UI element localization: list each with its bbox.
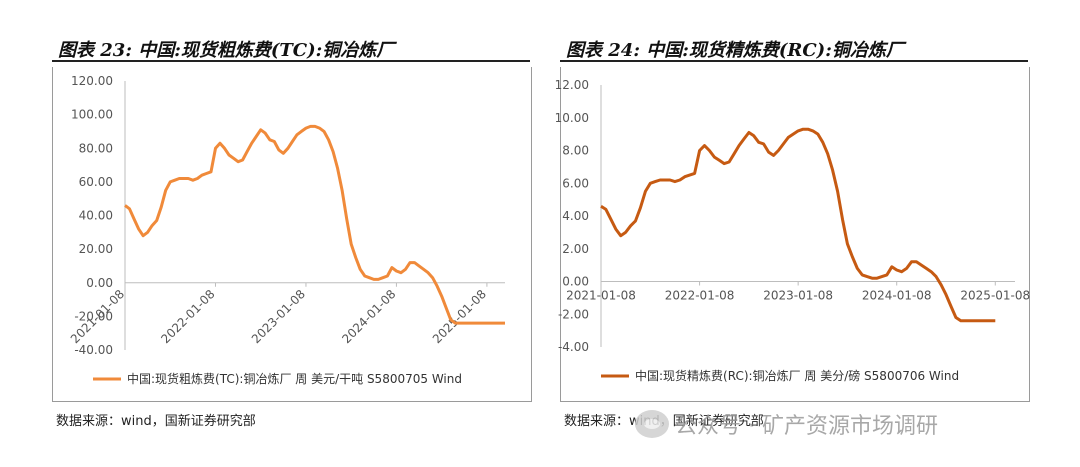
chart-box-rc: 12.00 10.00 8.00 6.00 4.00 2.00 0.00 -2.00 -4.00… [555,67,1031,402]
y-tick-label: 100.00 [71,108,113,122]
x-tick-label: 2023-01-08 [249,287,308,346]
y-tick-label: -2.00 [558,307,589,321]
y-tick-label: 20.00 [79,242,113,256]
series-line [124,124,505,325]
title-rule [52,60,530,62]
wechat-icon [635,410,669,438]
chart-svg-rc: 12.00 10.00 8.00 6.00 4.00 2.00 0.00 -2.00 -4.00… [555,78,1031,383]
y-tick-label: 80.00 [79,141,113,155]
x-tick-label: 2024-01-08 [339,287,398,346]
y-tick-label: 6.00 [562,176,589,190]
watermark-text: 公众号 · 矿产资源市场调研 [675,414,938,439]
y-tick-label: 2.00 [562,242,589,256]
x-tick-label: 2025-01-08 [960,289,1030,303]
chart-box-tc: 120.00 100.00 80.00 60.00 40.00 20.00 0.00 -20.… [52,67,532,402]
y-tick-label: 0.00 [562,275,589,289]
figure-title-tc: 图表 23: 中国:现货粗炼费(TC):铜冶炼厂 [58,40,395,61]
x-tick-label: 2025-01-08 [430,287,489,346]
chart-panel-rc: 图表 24: 中国:现货精炼费(RC):铜冶炼厂 12.00 10.00 8.00 6… [555,0,1050,467]
figure-title-rc: 图表 24: 中国:现货精炼费(RC):铜冶炼厂 [566,40,904,61]
y-tick-label: -20.00 [74,309,113,323]
y-tick-label: 8.00 [562,144,589,158]
y-tick-label: 12.00 [555,78,589,92]
x-tick-label: 2021-01-08 [566,289,636,303]
source-note-tc: 数据来源：wind，国新证券研究部 [56,414,256,429]
y-tick-label: -40.00 [74,343,113,357]
y-tick-label: -4.00 [558,340,589,354]
chart-svg-tc: 120.00 100.00 80.00 60.00 40.00 20.00 0.00 -20.… [68,74,505,386]
x-tick-label: 2022-01-08 [158,287,217,346]
chart-panel-tc: 图表 23: 中国:现货粗炼费(TC):铜冶炼厂 120.00 100.00 80.… [52,0,542,467]
series-line [600,127,996,323]
y-tick-label: 60.00 [79,175,113,189]
y-tick-label: 120.00 [71,74,113,88]
y-tick-label: 0.00 [86,276,113,290]
x-tick-label: 2023-01-08 [763,289,833,303]
legend-label: 中国:现货精炼费(RC):铜冶炼厂 周 美分/磅 S5800706 Wind [635,368,959,383]
title-rule [560,60,1028,62]
y-tick-label: 40.00 [79,209,113,223]
watermark: 公众号 · 矿产资源市场调研 [635,408,938,440]
y-tick-label: 10.00 [555,111,589,125]
x-tick-label: 2024-01-08 [862,289,932,303]
legend-label: 中国:现货粗炼费(TC):铜冶炼厂 周 美元/干吨 S5800705 Wind [127,371,462,386]
y-tick-label: 4.00 [562,209,589,223]
x-tick-label: 2022-01-08 [665,289,735,303]
